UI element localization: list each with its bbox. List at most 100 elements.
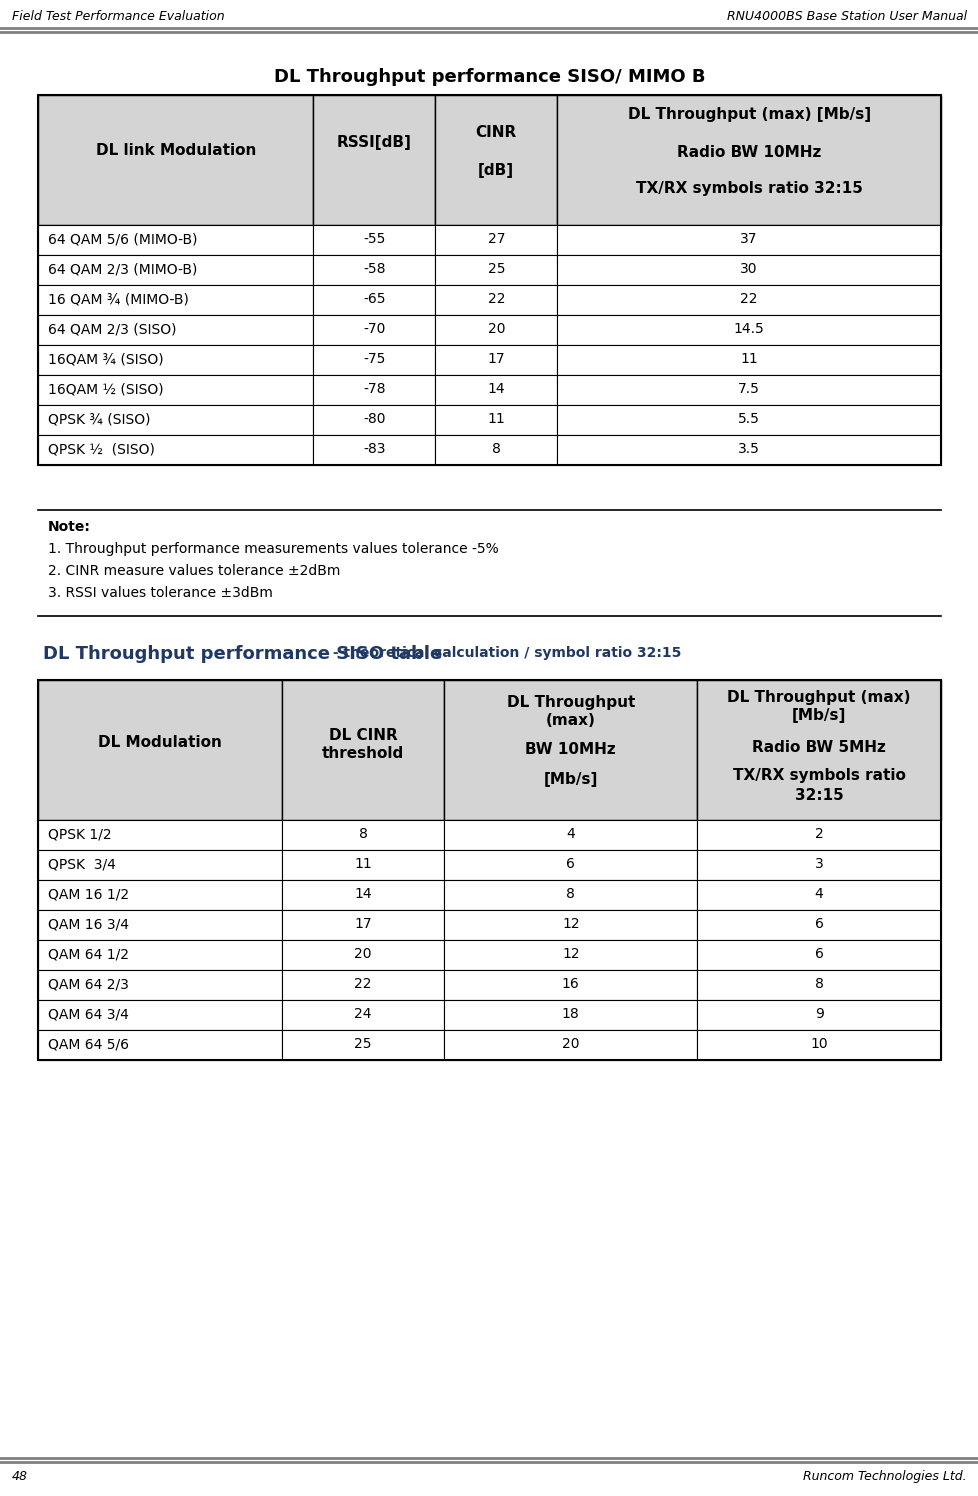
Text: 14: 14 (354, 887, 372, 901)
Text: 8: 8 (814, 977, 822, 990)
Bar (435, 316, 556, 346)
Bar (313, 96, 435, 224)
Bar (435, 346, 556, 375)
Text: 16QAM ¾ (SISO): 16QAM ¾ (SISO) (48, 352, 163, 367)
Text: DL Throughput (max) [Mb/s]: DL Throughput (max) [Mb/s] (627, 108, 869, 123)
Bar (444, 681, 696, 820)
Bar (435, 224, 556, 254)
Text: 25: 25 (354, 1037, 372, 1052)
Bar (435, 254, 556, 286)
Text: 16: 16 (561, 977, 579, 990)
Bar (313, 375, 435, 405)
Bar (556, 375, 940, 405)
Text: 3. RSSI values tolerance ±3dBm: 3. RSSI values tolerance ±3dBm (48, 586, 273, 600)
Text: 64 QAM 2/3 (SISO): 64 QAM 2/3 (SISO) (48, 322, 176, 337)
Text: 37: 37 (739, 232, 757, 245)
Text: QPSK ¾ (SISO): QPSK ¾ (SISO) (48, 411, 151, 426)
Text: QAM 64 5/6: QAM 64 5/6 (48, 1037, 129, 1052)
Text: DL CINR: DL CINR (329, 729, 397, 744)
Text: DL Modulation: DL Modulation (98, 735, 222, 749)
Text: QAM 16 1/2: QAM 16 1/2 (48, 887, 129, 901)
Text: 6: 6 (814, 917, 822, 931)
Text: DL Throughput: DL Throughput (506, 696, 635, 711)
Text: 64 QAM 2/3 (MIMO-B): 64 QAM 2/3 (MIMO-B) (48, 262, 198, 275)
Bar (282, 999, 444, 1031)
Bar (38, 850, 282, 880)
Text: 6: 6 (565, 857, 575, 871)
Text: 25: 25 (487, 262, 505, 275)
Text: TX/RX symbols ratio: TX/RX symbols ratio (732, 767, 905, 782)
Text: 2: 2 (814, 827, 822, 841)
Bar (696, 880, 940, 910)
Text: 17: 17 (487, 352, 505, 367)
Text: QPSK 1/2: QPSK 1/2 (48, 827, 111, 841)
Text: DL Throughput performance SISO/ MIMO B: DL Throughput performance SISO/ MIMO B (274, 67, 704, 85)
Text: 14: 14 (487, 381, 505, 396)
Bar (556, 346, 940, 375)
Bar (444, 999, 696, 1031)
Bar (282, 681, 444, 820)
Text: DL Throughput (max): DL Throughput (max) (727, 690, 910, 705)
Bar (282, 939, 444, 969)
Text: RSSI[dB]: RSSI[dB] (336, 135, 412, 150)
Bar (313, 405, 435, 435)
Text: threshold: threshold (322, 747, 404, 761)
Text: -58: -58 (363, 262, 385, 275)
Bar (444, 820, 696, 850)
Text: 12: 12 (561, 947, 579, 960)
Bar (556, 286, 940, 316)
Bar (38, 681, 282, 820)
Text: [dB]: [dB] (477, 163, 513, 178)
Bar (38, 346, 313, 375)
Text: -80: -80 (363, 411, 385, 426)
Text: 30: 30 (739, 262, 757, 275)
Text: 22: 22 (487, 292, 505, 307)
Text: CINR: CINR (475, 126, 516, 141)
Bar (435, 96, 556, 224)
Text: 64 QAM 5/6 (MIMO-B): 64 QAM 5/6 (MIMO-B) (48, 232, 198, 245)
Bar (444, 880, 696, 910)
Text: Radio BW 5MHz: Radio BW 5MHz (751, 741, 885, 755)
Text: -75: -75 (363, 352, 385, 367)
Text: QPSK ½  (SISO): QPSK ½ (SISO) (48, 441, 155, 456)
Bar (696, 910, 940, 939)
Text: QAM 64 1/2: QAM 64 1/2 (48, 947, 129, 960)
Bar (435, 286, 556, 316)
Bar (38, 405, 313, 435)
Text: BW 10MHz: BW 10MHz (525, 742, 615, 757)
Bar (444, 1031, 696, 1061)
Text: -55: -55 (363, 232, 385, 245)
Text: 17: 17 (354, 917, 372, 931)
Text: 9: 9 (814, 1007, 822, 1020)
Bar (444, 850, 696, 880)
Text: 11: 11 (739, 352, 757, 367)
Text: 16 QAM ¾ (MIMO-B): 16 QAM ¾ (MIMO-B) (48, 292, 189, 307)
Bar (313, 435, 435, 465)
Bar (313, 316, 435, 346)
Text: -65: -65 (363, 292, 385, 307)
Text: 20: 20 (354, 947, 372, 960)
Text: 32:15: 32:15 (794, 788, 843, 803)
Bar (282, 850, 444, 880)
Bar (38, 880, 282, 910)
Text: 6: 6 (814, 947, 822, 960)
Text: 20: 20 (487, 322, 505, 337)
Text: DL link Modulation: DL link Modulation (96, 144, 255, 159)
Bar (38, 1031, 282, 1061)
Text: 8: 8 (565, 887, 575, 901)
Text: 27: 27 (487, 232, 505, 245)
Text: 10: 10 (810, 1037, 827, 1052)
Text: 14.5: 14.5 (733, 322, 764, 337)
Text: 3.5: 3.5 (737, 441, 759, 456)
Bar (38, 224, 313, 254)
Bar (282, 969, 444, 999)
Bar (38, 375, 313, 405)
Bar (696, 1031, 940, 1061)
Bar (696, 969, 940, 999)
Text: QPSK  3/4: QPSK 3/4 (48, 857, 115, 871)
Bar (313, 254, 435, 286)
Text: 20: 20 (561, 1037, 579, 1052)
Bar (38, 820, 282, 850)
Text: RNU4000BS Base Station User Manual: RNU4000BS Base Station User Manual (726, 10, 966, 22)
Text: 2. CINR measure values tolerance ±2dBm: 2. CINR measure values tolerance ±2dBm (48, 564, 340, 577)
